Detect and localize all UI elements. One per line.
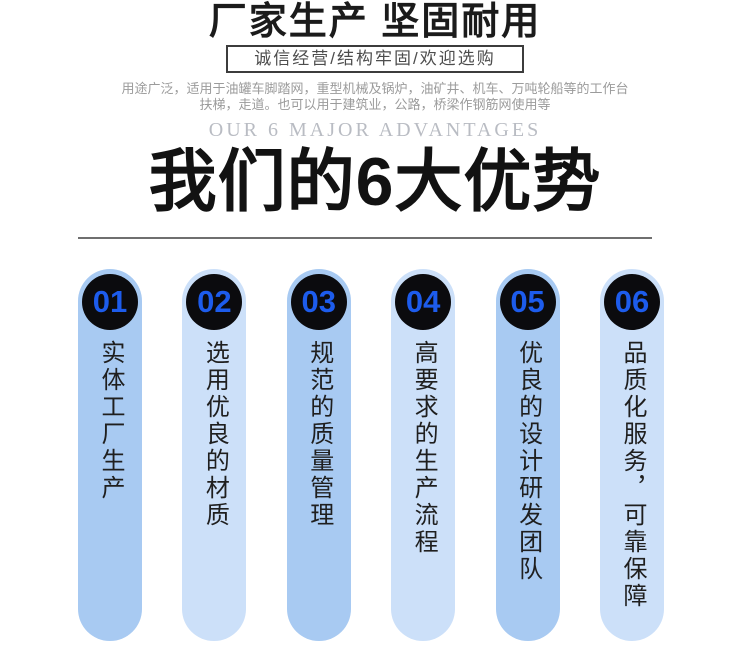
advantage-pill-3: 03 规范的质量管理 [286, 269, 351, 641]
advantage-text: 优良的设计研发团队 [514, 340, 542, 583]
usage-description-line1: 用途广泛，适用于油罐车脚踏网，重型机械及锅炉，油矿井、机车、万吨轮船等的工作台 [121, 81, 629, 96]
advantage-number-badge: 02 [186, 274, 243, 330]
advantage-number-badge: 04 [395, 274, 452, 330]
section-title: 我们的6大优势 [148, 144, 602, 220]
advantage-pill-2: 02 选用优良的材质 [182, 269, 247, 641]
advantage-pill-1: 01 实体工厂生产 [78, 269, 142, 641]
advantage-number-badge: 01 [82, 274, 138, 330]
usage-description-line2: 扶梯，走道。也可以用于建筑业，公路，桥梁作钢筋网使用等 [199, 97, 551, 112]
advantage-number-badge: 05 [499, 274, 556, 330]
advantage-text: 选用优良的材质 [201, 340, 229, 529]
advantage-number-badge: 06 [603, 274, 660, 330]
advantage-number: 01 [92, 284, 128, 319]
advantage-text: 高要求的生产流程 [410, 340, 438, 556]
banner-header: 厂家生产 坚固耐用 诚信经营/结构牢固/欢迎选购 用途广泛，适用于油罐车脚踏网，… [0, 0, 750, 113]
divider-line [78, 237, 652, 239]
watermark-english-title: OUR 6 MAJOR ADVANTAGES [208, 119, 542, 141]
usage-description: 用途广泛，适用于油罐车脚踏网，重型机械及锅炉，油矿井、机车、万吨轮船等的工作台 … [0, 81, 750, 113]
advantage-pill-6: 06 品质化服务，可靠保障 [599, 269, 664, 641]
advantage-text: 实体工厂生产 [97, 340, 124, 502]
advantage-number: 04 [405, 284, 441, 319]
advantage-text: 品质化服务，可靠保障 [618, 340, 646, 610]
advantage-number: 06 [614, 284, 650, 319]
advantage-number: 02 [197, 284, 232, 319]
subtitle-text: 诚信经营/结构牢固/欢迎选购 [254, 49, 496, 68]
advantage-number: 05 [510, 284, 545, 319]
subtitle-box-wrap: 诚信经营/结构牢固/欢迎选购 [0, 43, 750, 73]
subtitle-badge: 诚信经营/结构牢固/欢迎选购 [226, 45, 524, 73]
advantages-list: 01 实体工厂生产 02 选用优良的材质 03 规范的质量管理 04 高要求的生… [0, 269, 750, 641]
advantages-heading: OUR 6 MAJOR ADVANTAGES 我们的6大优势 [0, 120, 750, 239]
advantage-pill-4: 04 高要求的生产流程 [391, 269, 456, 641]
advantage-number-badge: 03 [290, 274, 347, 330]
advantage-number: 03 [301, 284, 337, 319]
advantage-text: 规范的质量管理 [305, 340, 333, 529]
advantage-pill-5: 05 优良的设计研发团队 [495, 269, 560, 641]
page-title: 厂家生产 坚固耐用 [208, 1, 542, 43]
